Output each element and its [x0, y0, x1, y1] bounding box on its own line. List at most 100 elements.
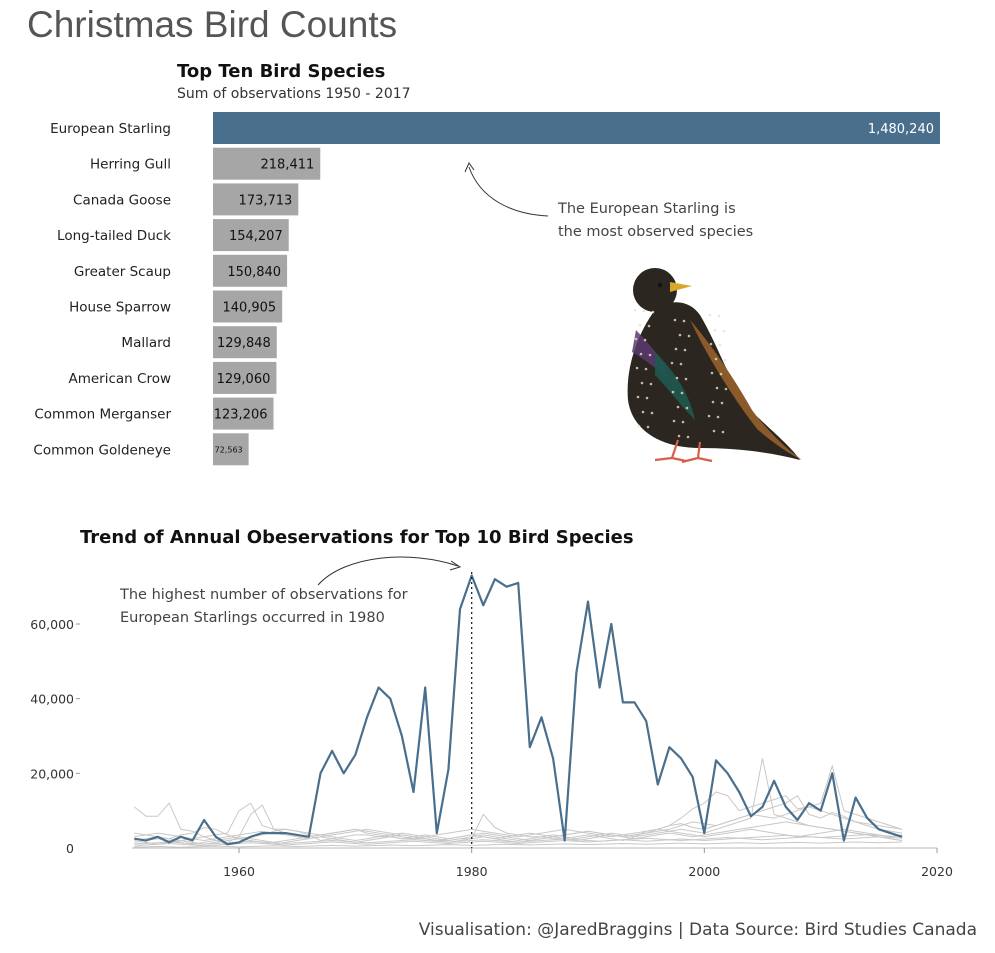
- bar: [213, 433, 249, 466]
- bar-category-label: Mallard: [121, 335, 171, 351]
- starling-spot: [635, 366, 639, 370]
- bar-category-label: Herring Gull: [90, 157, 171, 173]
- starling-spot: [672, 419, 676, 423]
- starling-spot: [684, 377, 688, 381]
- starling-spot: [677, 434, 681, 438]
- starling-spot: [637, 424, 641, 428]
- bar: [213, 397, 274, 430]
- series-line-other: [134, 841, 903, 848]
- bar: [213, 219, 289, 252]
- bar-annotation-text: The European Starling is: [557, 201, 736, 217]
- starling-spot: [710, 371, 714, 375]
- annotation-arrow: [468, 166, 549, 217]
- starling-spot: [646, 425, 650, 429]
- y-tick-label: 60,000: [30, 617, 74, 632]
- starling-spot: [721, 430, 725, 434]
- bar-value-label: 1,480,240: [868, 122, 934, 137]
- footer-credits: Visualisation: @JaredBraggins | Data Sou…: [418, 920, 977, 940]
- starling-spot: [681, 420, 685, 424]
- bar: [213, 254, 288, 287]
- starling-spot: [715, 386, 719, 390]
- starling-spot: [719, 372, 723, 376]
- starling-spot: [723, 358, 727, 362]
- bar-value-label: 173,713: [239, 193, 293, 208]
- series-line-other: [134, 764, 903, 842]
- series-line-other: [134, 758, 903, 845]
- x-tick-label: 1980: [456, 864, 488, 879]
- starling-spot: [716, 415, 720, 419]
- starling-spot: [650, 411, 654, 415]
- bar-chart-subtitle: Sum of observations 1950 - 2017: [177, 86, 411, 102]
- x-tick-label: 2020: [921, 864, 953, 879]
- bar-value-label: 150,840: [227, 265, 281, 280]
- starling-spot: [644, 367, 648, 371]
- bar-category-label: American Crow: [68, 371, 171, 387]
- x-tick-label: 2000: [688, 864, 720, 879]
- series-line-european-starling: [134, 574, 903, 846]
- starling-beak: [670, 282, 692, 292]
- starling-wing: [690, 320, 802, 460]
- starling-spot: [683, 348, 687, 352]
- bar: [213, 326, 277, 359]
- starling-spot: [712, 429, 716, 433]
- starling-spot: [714, 357, 718, 361]
- starling-spot: [679, 362, 683, 366]
- starling-spot: [718, 343, 722, 347]
- bar-value-label: 72,563: [215, 445, 243, 454]
- series-line-other: [134, 836, 903, 845]
- annotation-arrowhead: [449, 560, 462, 571]
- line-chart-title: Trend of Annual Obeservations for Top 10…: [80, 527, 634, 548]
- bar: [213, 290, 283, 323]
- starling-spot: [634, 337, 638, 341]
- starling-spot: [676, 405, 680, 409]
- starling-spot: [674, 347, 678, 351]
- y-tick-label: 20,000: [30, 766, 74, 781]
- starling-spot: [675, 376, 679, 380]
- line-annotation-text: The highest number of observations for: [119, 587, 408, 603]
- bar-category-label: European Starling: [50, 121, 171, 137]
- bar: [213, 183, 299, 216]
- starling-spot: [687, 334, 691, 338]
- y-tick-label: 0: [66, 841, 74, 856]
- starling-spot: [649, 382, 653, 386]
- starling-spot: [678, 333, 682, 337]
- starling-spot: [722, 329, 726, 333]
- starling-spot: [639, 352, 643, 356]
- starling-spot: [717, 314, 721, 318]
- bar-value-label: 123,206: [214, 408, 268, 423]
- starling-spot: [645, 396, 649, 400]
- annotation-arrowhead: [464, 161, 475, 173]
- starling-spot: [636, 395, 640, 399]
- series-line-other: [134, 802, 903, 842]
- bar-category-label: Common Merganser: [34, 407, 171, 423]
- starling-spot: [642, 309, 646, 313]
- starling-spot: [724, 387, 728, 391]
- starling-spot: [638, 323, 642, 327]
- starling-spot: [643, 338, 647, 342]
- bar-value-label: 218,411: [261, 158, 315, 173]
- line-annotation-text: European Starlings occurred in 1980: [120, 610, 385, 626]
- starling-spot: [670, 361, 674, 365]
- series-line-other: [134, 795, 903, 841]
- x-tick-label: 1960: [223, 864, 255, 879]
- bar-chart-title: Top Ten Bird Species: [177, 61, 386, 82]
- bar-category-label: Canada Goose: [73, 192, 171, 208]
- bar-value-label: 129,060: [217, 372, 271, 387]
- starling-spot: [641, 410, 645, 414]
- bar: [213, 361, 277, 394]
- bar: [213, 112, 940, 144]
- bar-category-label: Common Goldeneye: [33, 442, 171, 458]
- starling-spot: [685, 406, 689, 410]
- starling-spot: [647, 324, 651, 328]
- starling-legs: [654, 439, 713, 464]
- starling-spot: [711, 400, 715, 404]
- starling-spot: [686, 435, 690, 439]
- bar-category-label: Long-tailed Duck: [57, 228, 171, 244]
- bar-value-label: 154,207: [229, 229, 283, 244]
- starling-spot: [708, 313, 712, 317]
- starling-spot: [682, 319, 686, 323]
- bar: [213, 147, 321, 180]
- starling-spot: [648, 353, 652, 357]
- starling-eye: [657, 282, 663, 288]
